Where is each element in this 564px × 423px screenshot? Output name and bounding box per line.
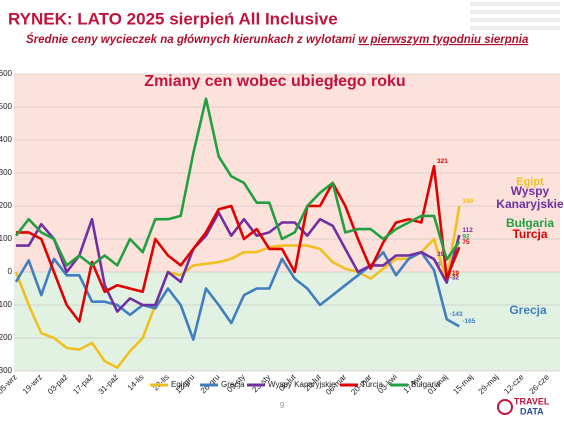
series-line xyxy=(14,250,460,341)
page-number: 9 xyxy=(280,401,285,410)
subtitle: Średnie ceny wycieczek na głównych kieru… xyxy=(26,33,529,46)
series-line xyxy=(14,206,461,369)
y-tick-label: 100 xyxy=(0,234,13,243)
subtitle-part: Średnie ceny wycieczek na głównych kieru… xyxy=(26,33,358,46)
legend-label: Grecja xyxy=(221,380,245,389)
plot: -300-200-100010020030040050060005-wrz19-… xyxy=(0,69,564,397)
negative-zone xyxy=(14,272,560,371)
logo-icon xyxy=(497,399,513,415)
logo: TRAVEL DATA xyxy=(497,396,550,416)
y-tick-label: 500 xyxy=(0,102,13,111)
y-tick-label: 200 xyxy=(0,201,13,210)
value-label: 39 xyxy=(437,251,445,258)
value-label: 112 xyxy=(462,227,473,234)
y-tick-label: -100 xyxy=(0,300,13,309)
y-tick-label: 300 xyxy=(0,168,13,177)
value-label: -32 xyxy=(450,274,460,281)
series-annotation: Wyspy Kanaryjskie xyxy=(496,184,564,211)
series-line xyxy=(16,211,461,313)
value-label: 321 xyxy=(437,158,448,165)
value-label: 6 xyxy=(437,262,441,269)
page-title: RYNEK: LATO 2025 sierpień All Inclusive xyxy=(8,9,338,28)
series-line xyxy=(16,164,461,323)
series-annotation: Bułgaria xyxy=(506,216,554,230)
value-label: 92 xyxy=(462,233,470,240)
legend-label: Wyspy Kanaryjskie xyxy=(268,380,336,389)
y-tick-label: 400 xyxy=(0,135,13,144)
value-label: -143 xyxy=(450,311,463,318)
series-annotation: Egipt xyxy=(516,176,544,188)
logo-bottom: DATA xyxy=(520,406,544,416)
chart-title: Zmiany cen wobec ubiegłego roku xyxy=(144,73,405,90)
legend-label: Turcja xyxy=(361,380,383,389)
y-tick-label: 0 xyxy=(8,267,13,276)
value-label: 75 xyxy=(462,239,470,246)
legend-label: Egipt xyxy=(171,380,190,389)
logo-top: TRAVEL xyxy=(514,396,550,406)
value-label: -26 xyxy=(450,272,460,279)
series-annotation: Turcja xyxy=(512,227,547,241)
value-label: 199 xyxy=(462,198,473,205)
y-tick-label: 600 xyxy=(0,69,13,78)
y-tick-label: -200 xyxy=(0,333,13,342)
series-annotation: Grecja xyxy=(509,303,547,317)
legend-label: Bułgaria xyxy=(411,380,441,389)
y-tick-label: -300 xyxy=(0,366,13,375)
value-label: -165 xyxy=(462,318,475,325)
subtitle-underlined: w pierwszym tygodniu sierpnia xyxy=(358,34,529,46)
value-label: -19 xyxy=(450,270,460,277)
header-decoration xyxy=(470,2,560,30)
series-line xyxy=(14,97,461,267)
